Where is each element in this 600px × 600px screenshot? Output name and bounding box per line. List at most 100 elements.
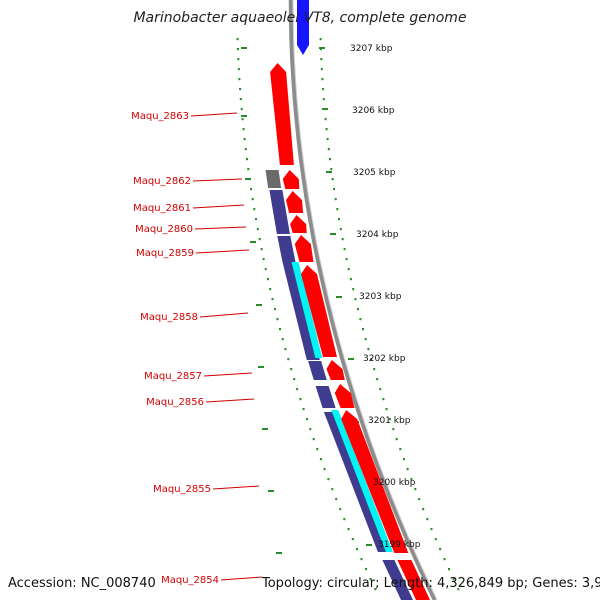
gc-dot-left [236,48,239,51]
gene-label-maqu-2856[interactable]: Maqu_2856 [146,397,204,408]
kbp-tick-label: 3202 kbp [363,354,406,364]
gene-labels: Maqu_2863 Maqu_2862 Maqu_2861 Maqu_2860 … [131,111,219,586]
gc-dot-left [237,68,240,71]
gc-dot-right [367,348,370,351]
gc-dot-right [341,238,344,241]
cds-arrow [301,265,337,357]
genome-summary-text: Topology: circular; Length: 4,326,849 bp… [261,576,600,591]
gene-feature-grey [265,170,282,188]
gc-dot-left [347,528,350,531]
gene-label-maqu-2862[interactable]: Maqu_2862 [133,176,191,187]
gene-label-maqu-2857[interactable]: Maqu_2857 [144,371,202,382]
gc-dash-right [366,544,372,546]
blast-hit-dark [315,386,336,408]
gc-dot-left [290,368,293,371]
gene-label-maqu-2863[interactable]: Maqu_2863 [131,111,189,122]
cds-arrow [334,384,355,408]
gene-label-maqu-2858[interactable]: Maqu_2858 [140,312,198,323]
gc-dash-right [348,358,354,360]
gc-dot-left [247,168,250,171]
gc-dot-left [251,198,254,201]
gene-label-maqu-2860[interactable]: Maqu_2860 [135,224,193,235]
cds-arrow [397,560,430,600]
gc-dot-right [395,438,398,441]
gc-dot-left [356,548,359,551]
gc-dot-left [309,428,312,431]
gc-dot-right [399,448,402,451]
gc-dot-left [287,358,290,361]
gc-dot-right [364,338,367,341]
gc-dot-left [262,258,265,261]
kbp-tick-label: 3201 kbp [368,416,411,426]
label-leader-line [220,576,263,581]
gc-dot-right [320,58,323,61]
gc-dot-left [266,278,269,281]
gc-dot-right [356,308,359,311]
gc-dot-right [379,388,382,391]
gc-dot-left [246,158,248,161]
gc-dot-left [240,108,243,111]
gc-dash-right [326,171,332,173]
gc-dot-right [410,478,413,481]
blast-hit-cyan [291,262,323,358]
gc-dot-right [338,218,340,221]
cds-arrow [270,63,294,165]
gc-dot-left [243,138,246,141]
label-leader-line [199,312,249,318]
gc-dot-right [331,178,334,181]
gc-dot-left [241,118,244,121]
gc-dash-left [276,552,282,554]
gc-dash-left [245,178,251,180]
gc-dot-left [296,388,299,391]
gc-dash-left [241,47,247,49]
gc-dot-left [271,298,274,301]
blast-hit-dark [308,361,327,380]
label-leader-line [195,249,250,254]
gene-label-maqu-2855[interactable]: Maqu_2855 [153,484,211,495]
gc-dot-right [347,268,350,271]
gc-dot-right [349,278,352,281]
accession-text: Accession: NC_008740 [8,576,156,591]
gc-dot-right [327,148,330,151]
gc-dot-left [312,438,315,441]
gc-dot-left [260,248,263,251]
gc-dot-right [406,468,409,471]
gc-dot-left [331,488,334,491]
gc-dot-right [325,128,328,131]
label-leader-line [212,485,260,490]
gc-dot-right [362,328,364,331]
gene-label-maqu-2861[interactable]: Maqu_2861 [133,203,191,214]
gc-dot-left [305,418,308,421]
gc-dot-left [323,468,326,471]
gene-label-maqu-2859[interactable]: Maqu_2859 [136,248,194,259]
backbone-highlight [292,0,438,600]
gc-dash-left [268,490,274,492]
gc-dot-left [253,208,256,211]
gc-dot-right [319,48,322,51]
kbp-tick-label: 3207 kbp [350,44,393,54]
gc-dot-left [299,398,302,401]
blast-hit-cyan [331,410,393,552]
gc-dash-right [330,233,336,235]
gc-dot-right [320,68,323,71]
genome-backbone [288,0,438,600]
gc-dot-left [316,448,319,451]
gc-dot-right [373,368,376,371]
gc-dot-right [457,588,460,591]
gc-dot-right [333,188,336,191]
gc-dot-right [402,458,405,461]
backbone-line [288,0,438,600]
gc-dot-left [238,78,241,81]
cds-arrow [290,215,307,233]
gc-dot-right [392,428,395,431]
gene-label-maqu-2854[interactable]: Maqu_2854 [161,575,219,586]
gc-dot-left [327,478,330,481]
gc-dot-right [330,168,333,171]
cds-arrow [286,191,304,213]
gc-dot-right [359,318,362,321]
gc-dash-left [250,241,256,243]
gc-dot-left [302,408,305,411]
kbp-tick-label: 3200 kbp [373,478,416,488]
kbp-tick-label: 3199 kbp [378,540,421,550]
label-leader-line [205,398,255,403]
